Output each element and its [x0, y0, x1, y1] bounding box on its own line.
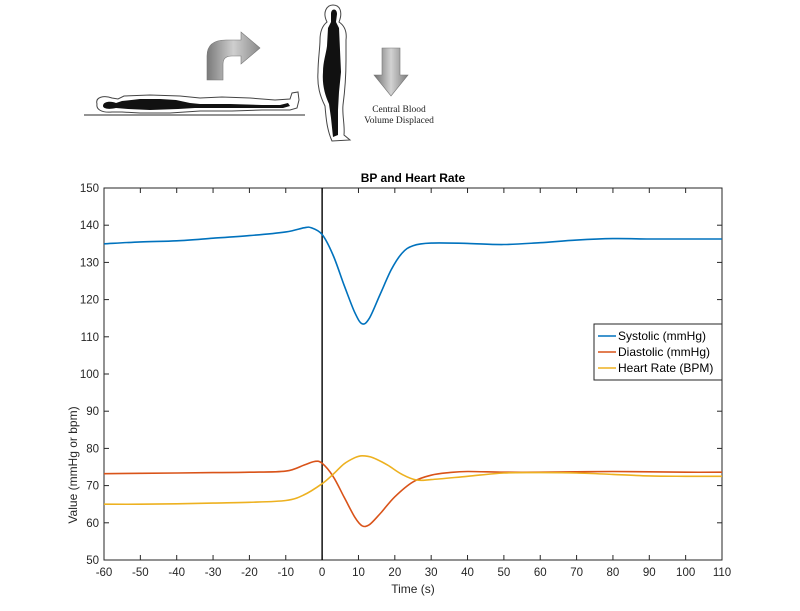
caption-line-2: Volume Displaced — [364, 116, 434, 126]
x-tick-label: 110 — [713, 567, 731, 579]
x-tick-label: -10 — [277, 567, 294, 579]
x-tick-label: 90 — [643, 567, 656, 579]
caption-line-1: Central Blood — [372, 105, 426, 115]
series-layer — [103, 188, 723, 560]
x-tick-label: 0 — [319, 567, 325, 579]
x-tick-label: 50 — [497, 567, 510, 579]
y-tick-label: 50 — [86, 555, 99, 567]
legend: Systolic (mmHg) Diastolic (mmHg) Heart Rat… — [593, 323, 723, 381]
arrow-down-icon — [373, 47, 409, 97]
x-tick-label: 70 — [570, 567, 583, 579]
x-tick-label: 20 — [388, 567, 401, 579]
x-tick-label: -40 — [168, 567, 185, 579]
legend-entry: Systolic (mmHg) — [618, 329, 706, 343]
series-line-0 — [103, 226, 722, 325]
series-line-2 — [103, 454, 723, 506]
series-line-1 — [103, 460, 723, 528]
y-axis-label: Value (mmHg or bpm) — [66, 406, 80, 523]
chart-title: BP and Heart Rate — [361, 171, 466, 185]
legend-entry: Diastolic (mmHg) — [618, 345, 710, 359]
x-tick-label: 10 — [352, 567, 365, 579]
y-tick-label: 120 — [80, 295, 99, 307]
x-tick-label: -30 — [205, 567, 222, 579]
curved-arrow-up-right-icon — [206, 31, 261, 81]
y-tick-label: 140 — [80, 220, 99, 232]
posture-illustration: Central Blood Volume Displaced — [84, 4, 434, 142]
y-tick-label: 110 — [81, 332, 99, 344]
x-tick-label: 60 — [534, 567, 547, 579]
y-tick-label: 90 — [86, 406, 99, 418]
x-tick-label: -50 — [132, 567, 149, 579]
y-tick-label: 130 — [80, 257, 99, 269]
bp-heart-rate-chart: BP and Heart Rate -60 -50 -40 -30 -20 -10 0 10 2… — [66, 171, 731, 596]
x-tick-label: 80 — [607, 567, 620, 579]
x-tick-label: -20 — [241, 567, 258, 579]
legend-entry: Heart Rate (BPM) — [618, 361, 713, 375]
y-tick-label: 70 — [86, 481, 99, 493]
y-tick-label: 150 — [80, 183, 99, 195]
x-tick-label: 40 — [461, 567, 474, 579]
person-lying-supine-icon — [84, 91, 305, 116]
x-tick-label: 30 — [425, 567, 438, 579]
x-tick-label: 100 — [676, 567, 695, 579]
y-axis: 50 60 70 80 90 100 110 120 130 140 150 — [80, 183, 722, 567]
x-tick-label: -60 — [96, 567, 113, 579]
y-tick-label: 60 — [86, 518, 99, 530]
y-tick-label: 100 — [80, 369, 99, 381]
x-axis-label: Time (s) — [391, 582, 435, 596]
person-standing-icon — [317, 4, 352, 142]
x-axis: -60 -50 -40 -30 -20 -10 0 10 20 30 40 50 60 70 80 90 100… — [96, 188, 731, 579]
y-tick-label: 80 — [86, 443, 99, 455]
